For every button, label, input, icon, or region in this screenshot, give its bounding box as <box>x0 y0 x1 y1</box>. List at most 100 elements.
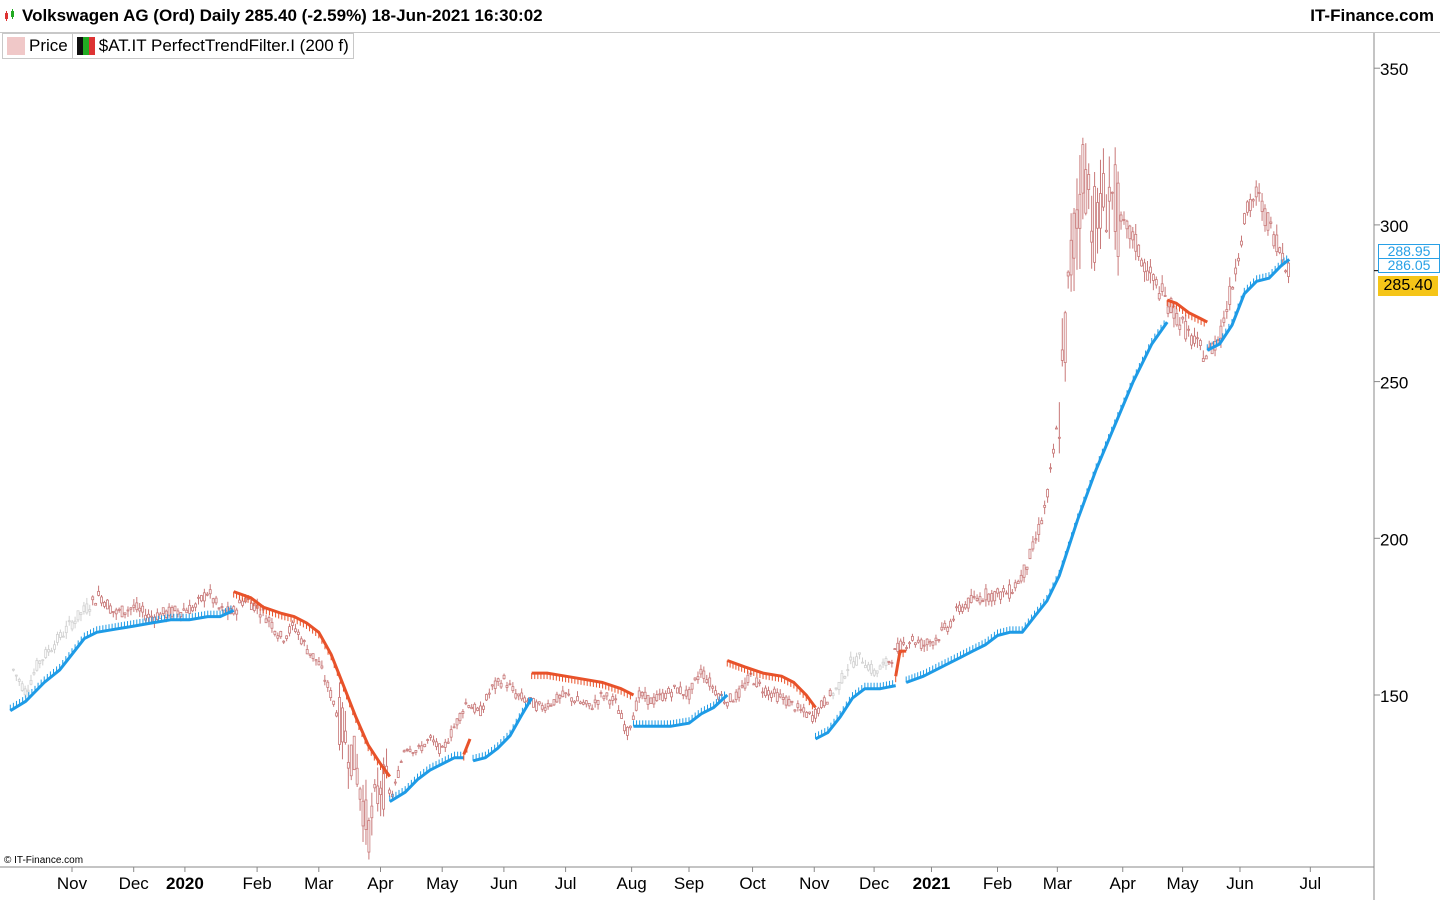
price-candle <box>58 631 62 638</box>
x-tick-label: 2021 <box>913 874 951 893</box>
candlestick-icon <box>5 9 14 21</box>
x-tick-label: Dec <box>119 874 150 893</box>
price-candle <box>626 726 629 736</box>
price-candle <box>1025 566 1029 570</box>
x-tick-label: Nov <box>799 874 830 893</box>
legend-item-price[interactable]: Price <box>3 34 73 58</box>
indicator-downtrend-line <box>894 649 907 677</box>
legend-indicator-label: $AT.IT PerfectTrendFilter.I (200 f) <box>98 36 349 55</box>
price-candle <box>534 701 538 711</box>
price-candle <box>1163 295 1167 297</box>
price-candle <box>1196 337 1199 340</box>
price-candle <box>120 605 124 618</box>
price-candle <box>276 635 280 639</box>
price-candle <box>1031 541 1035 550</box>
price-candle <box>338 697 341 745</box>
price-candle <box>79 612 83 615</box>
price-candle <box>64 625 68 634</box>
price-candle <box>584 700 588 705</box>
price-candle <box>479 705 482 717</box>
y-tick-label: 250 <box>1380 374 1408 393</box>
price-candle <box>405 749 409 751</box>
price-candle <box>73 620 77 624</box>
price-candle <box>864 664 867 669</box>
price-candle <box>361 800 365 827</box>
price-candle <box>984 588 988 601</box>
price-candle <box>414 750 418 753</box>
price-candle <box>681 694 685 696</box>
price-candle <box>1284 270 1287 273</box>
legend: Price $AT.IT PerfectTrendFilter.I (200 f… <box>2 33 354 59</box>
price-candle <box>1254 186 1258 198</box>
price-candle <box>279 631 283 638</box>
price-candle <box>1140 259 1144 267</box>
price-candle <box>634 700 638 711</box>
price-candle <box>150 615 153 618</box>
price-candle <box>811 715 814 722</box>
price-candle <box>217 607 221 610</box>
price-candle <box>620 713 623 719</box>
brand-label[interactable]: IT-Finance.com <box>1310 6 1434 25</box>
price-candle <box>1137 244 1141 257</box>
price-candle <box>822 697 826 707</box>
indicator-price-tag-1: 288.95 <box>1378 244 1440 259</box>
price-candle <box>1081 144 1085 194</box>
price-candle <box>843 676 847 679</box>
price-candle <box>570 697 574 702</box>
price-candle <box>1037 523 1041 535</box>
price-candle <box>1143 262 1146 273</box>
price-candle <box>1278 247 1282 253</box>
price-candle <box>1269 221 1273 224</box>
price-candle <box>796 703 800 708</box>
price-candle <box>673 684 676 687</box>
price-candle <box>1204 355 1208 360</box>
price-candle <box>53 644 56 650</box>
price-candle <box>687 689 691 700</box>
legend-price-label: Price <box>29 36 68 55</box>
price-candle <box>946 627 950 632</box>
price-candle <box>737 688 741 698</box>
price-candle <box>940 626 944 631</box>
price-candle <box>296 631 300 635</box>
price-candle <box>352 735 356 770</box>
price-candle <box>464 702 468 705</box>
price-candle <box>887 661 891 663</box>
price-candle <box>455 718 459 726</box>
price-candle <box>1113 164 1117 232</box>
x-tick-label: Apr <box>367 874 394 893</box>
y-tick-label: 300 <box>1380 217 1408 236</box>
price-candle <box>758 681 762 684</box>
price-candle <box>1231 286 1235 290</box>
price-candle <box>708 677 712 687</box>
price-candle <box>235 609 239 615</box>
price-candle <box>194 603 197 608</box>
price-candle <box>1187 328 1191 331</box>
price-candle <box>952 618 955 621</box>
x-tick-label: May <box>426 874 459 893</box>
price-candle <box>349 744 353 777</box>
price-candle <box>282 640 286 643</box>
price-candle <box>1178 324 1182 330</box>
price-candle <box>520 692 524 700</box>
price-candle <box>487 692 491 695</box>
price-candle <box>1016 580 1020 585</box>
price-candle <box>1102 173 1105 208</box>
price-candle <box>608 699 612 705</box>
price-candle <box>408 748 412 752</box>
price-candle <box>913 642 917 646</box>
price-candle <box>790 700 794 703</box>
price-candle <box>108 605 112 614</box>
price-candle <box>908 642 911 645</box>
price-candle <box>50 650 53 653</box>
price-candle <box>332 700 336 705</box>
price-candle <box>320 665 324 669</box>
price-candle <box>1243 213 1246 225</box>
price-candle <box>438 743 441 754</box>
price-candle <box>837 681 841 691</box>
price-candle <box>1005 592 1008 595</box>
legend-item-indicator[interactable]: $AT.IT PerfectTrendFilter.I (200 f) <box>73 34 353 58</box>
price-candle <box>699 668 703 675</box>
price-candle <box>517 693 521 697</box>
price-candle <box>670 691 673 698</box>
